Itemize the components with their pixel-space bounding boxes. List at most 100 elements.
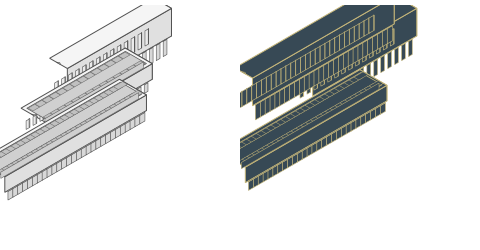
Polygon shape [121, 63, 125, 66]
Polygon shape [74, 104, 88, 112]
Polygon shape [60, 130, 64, 133]
Polygon shape [341, 95, 342, 104]
Polygon shape [339, 32, 344, 50]
Polygon shape [368, 18, 369, 33]
Polygon shape [268, 137, 269, 146]
Polygon shape [358, 48, 359, 64]
Polygon shape [144, 83, 148, 94]
Polygon shape [88, 115, 92, 126]
Polygon shape [79, 87, 84, 90]
Polygon shape [6, 144, 20, 152]
Polygon shape [45, 62, 143, 125]
Polygon shape [290, 60, 295, 78]
Polygon shape [129, 118, 135, 121]
Polygon shape [316, 72, 317, 88]
Polygon shape [121, 63, 125, 81]
Polygon shape [119, 66, 120, 75]
Polygon shape [353, 26, 354, 42]
Polygon shape [31, 114, 38, 118]
Polygon shape [16, 138, 30, 146]
Polygon shape [106, 132, 110, 144]
Polygon shape [82, 116, 83, 124]
Polygon shape [359, 86, 372, 94]
Polygon shape [140, 112, 144, 124]
Polygon shape [97, 64, 109, 71]
Polygon shape [46, 138, 60, 146]
Polygon shape [321, 136, 326, 148]
Polygon shape [351, 89, 352, 98]
Polygon shape [383, 33, 386, 50]
Polygon shape [72, 119, 78, 130]
Polygon shape [92, 110, 93, 119]
Polygon shape [241, 154, 255, 162]
Polygon shape [261, 143, 275, 151]
Polygon shape [366, 63, 370, 66]
Polygon shape [240, 152, 245, 163]
Polygon shape [124, 120, 130, 124]
Polygon shape [241, 83, 378, 169]
Polygon shape [313, 68, 318, 86]
Polygon shape [1, 93, 138, 178]
Polygon shape [142, 51, 146, 54]
Polygon shape [43, 138, 44, 147]
Polygon shape [70, 107, 83, 115]
Polygon shape [104, 104, 118, 112]
Polygon shape [68, 127, 72, 138]
Polygon shape [339, 98, 353, 106]
Polygon shape [35, 127, 49, 135]
Polygon shape [108, 71, 111, 89]
Polygon shape [408, 39, 411, 56]
Polygon shape [354, 24, 359, 42]
Polygon shape [401, 43, 405, 61]
Polygon shape [149, 47, 153, 65]
Polygon shape [95, 137, 101, 141]
Polygon shape [301, 148, 307, 151]
Polygon shape [253, 146, 254, 154]
Polygon shape [270, 74, 271, 90]
Polygon shape [359, 67, 363, 85]
Polygon shape [4, 158, 10, 170]
Polygon shape [244, 151, 245, 160]
Polygon shape [365, 111, 370, 123]
Polygon shape [241, 72, 245, 74]
Polygon shape [93, 79, 97, 82]
Polygon shape [285, 112, 299, 120]
Polygon shape [100, 134, 106, 138]
Polygon shape [44, 136, 48, 147]
Polygon shape [349, 119, 355, 123]
Polygon shape [277, 162, 282, 173]
Polygon shape [345, 75, 349, 78]
Polygon shape [26, 150, 40, 158]
Polygon shape [220, 163, 225, 174]
Polygon shape [109, 70, 113, 81]
Polygon shape [376, 31, 382, 34]
Polygon shape [363, 84, 377, 92]
Polygon shape [362, 45, 365, 62]
Polygon shape [380, 55, 384, 73]
Polygon shape [65, 127, 79, 135]
Polygon shape [295, 58, 300, 76]
Polygon shape [84, 72, 95, 79]
Polygon shape [128, 90, 142, 98]
Polygon shape [261, 126, 275, 134]
Polygon shape [127, 40, 128, 56]
Polygon shape [29, 144, 34, 156]
Polygon shape [251, 131, 265, 139]
Polygon shape [128, 59, 132, 77]
Polygon shape [241, 137, 255, 145]
Polygon shape [27, 51, 146, 120]
Polygon shape [314, 94, 328, 102]
Polygon shape [284, 126, 288, 138]
Polygon shape [1, 146, 15, 154]
Polygon shape [136, 86, 141, 89]
Polygon shape [84, 98, 98, 106]
Polygon shape [107, 99, 112, 111]
Polygon shape [276, 69, 281, 87]
Polygon shape [56, 62, 60, 64]
Polygon shape [78, 116, 83, 128]
Polygon shape [341, 57, 345, 74]
Polygon shape [317, 109, 318, 118]
Polygon shape [125, 48, 152, 79]
Polygon shape [53, 130, 58, 142]
Polygon shape [290, 108, 304, 116]
